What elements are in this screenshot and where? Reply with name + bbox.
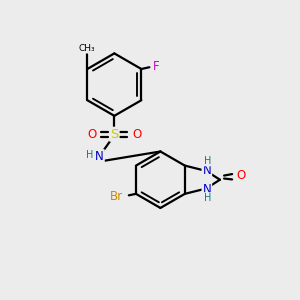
Text: S: S — [110, 128, 118, 141]
Text: CH₃: CH₃ — [79, 44, 96, 53]
Text: O: O — [236, 169, 246, 182]
Text: N: N — [95, 150, 104, 163]
Text: O: O — [132, 128, 142, 141]
Text: N: N — [202, 183, 211, 196]
Text: H: H — [204, 156, 212, 166]
Text: H: H — [204, 193, 212, 203]
Text: F: F — [153, 59, 160, 73]
Text: N: N — [202, 164, 211, 177]
Text: H: H — [86, 150, 93, 160]
Text: O: O — [87, 128, 96, 141]
Text: Br: Br — [110, 190, 124, 203]
